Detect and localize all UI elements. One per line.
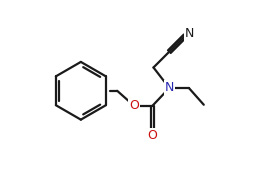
Text: N: N bbox=[185, 27, 194, 40]
Text: N: N bbox=[165, 81, 174, 94]
Text: O: O bbox=[148, 129, 157, 142]
Text: O: O bbox=[129, 99, 139, 112]
